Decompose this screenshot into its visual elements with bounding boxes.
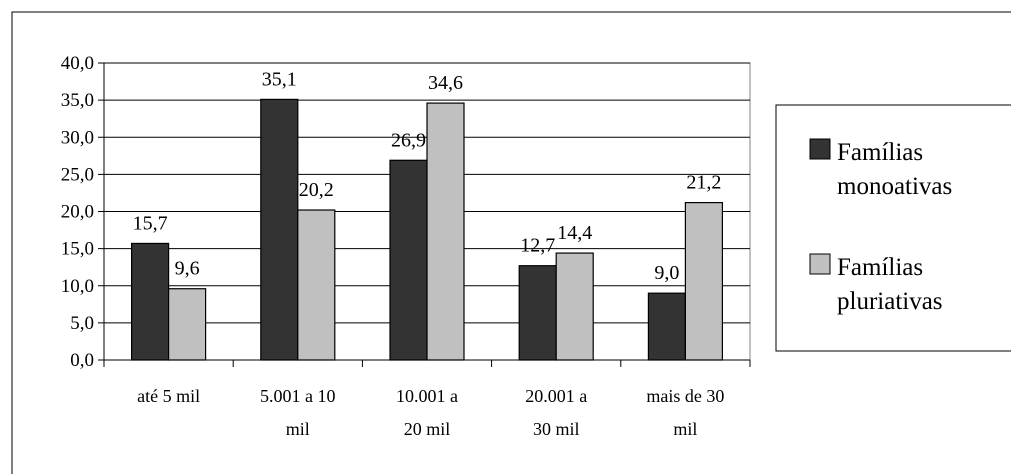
bar-monoativas xyxy=(131,242,170,361)
bar-monoativas xyxy=(647,292,687,361)
legend-swatch xyxy=(809,138,831,160)
bar-pluriativas xyxy=(168,288,207,361)
legend-label: monoativas xyxy=(837,173,952,200)
y-tick-label: 40,0 xyxy=(61,53,94,74)
data-label: 35,1 xyxy=(262,68,297,90)
x-tick-label: mais de 30 xyxy=(646,386,724,406)
bar-pluriativas xyxy=(297,209,336,361)
y-tick-label: 25,0 xyxy=(61,164,94,185)
bar-monoativas xyxy=(518,265,557,361)
y-tick-label: 5,0 xyxy=(70,313,94,334)
data-label: 20,2 xyxy=(299,179,334,201)
data-label: 26,9 xyxy=(391,129,426,151)
bar-pluriativas xyxy=(555,252,594,361)
bar-monoativas xyxy=(389,159,428,361)
data-label: 15,7 xyxy=(133,212,168,234)
x-tick-label: 10.001 a xyxy=(396,386,458,406)
y-tick-label: 20,0 xyxy=(61,202,94,223)
data-label: 34,6 xyxy=(428,72,463,94)
bar-pluriativas xyxy=(684,201,724,361)
data-label: 12,7 xyxy=(520,235,555,257)
bar-monoativas xyxy=(260,98,299,361)
y-tick-label: 35,0 xyxy=(61,90,94,111)
data-label: 9,0 xyxy=(654,262,679,284)
x-tick-label: 30 mil xyxy=(533,419,580,439)
data-label: 14,4 xyxy=(557,222,592,244)
x-tick-label: 5.001 a 10 xyxy=(260,386,336,406)
legend-swatch xyxy=(809,253,831,275)
x-tick-label: mil xyxy=(286,419,310,439)
x-tick-label: mil xyxy=(673,419,697,439)
data-label: 21,2 xyxy=(686,172,721,194)
y-tick-label: 0,0 xyxy=(70,350,94,371)
bar-pluriativas xyxy=(426,102,465,361)
y-tick-label: 30,0 xyxy=(61,127,94,148)
legend-label: pluriativas xyxy=(837,288,943,315)
y-tick-label: 15,0 xyxy=(61,239,94,260)
x-tick-label: até 5 mil xyxy=(137,386,200,406)
x-tick-label: 20.001 a xyxy=(525,386,587,406)
y-tick-label: 10,0 xyxy=(61,276,94,297)
legend-label: Famílias xyxy=(837,139,923,166)
data-label: 9,6 xyxy=(175,258,200,280)
x-tick-label: 20 mil xyxy=(404,419,451,439)
legend-label: Famílias xyxy=(837,254,923,281)
